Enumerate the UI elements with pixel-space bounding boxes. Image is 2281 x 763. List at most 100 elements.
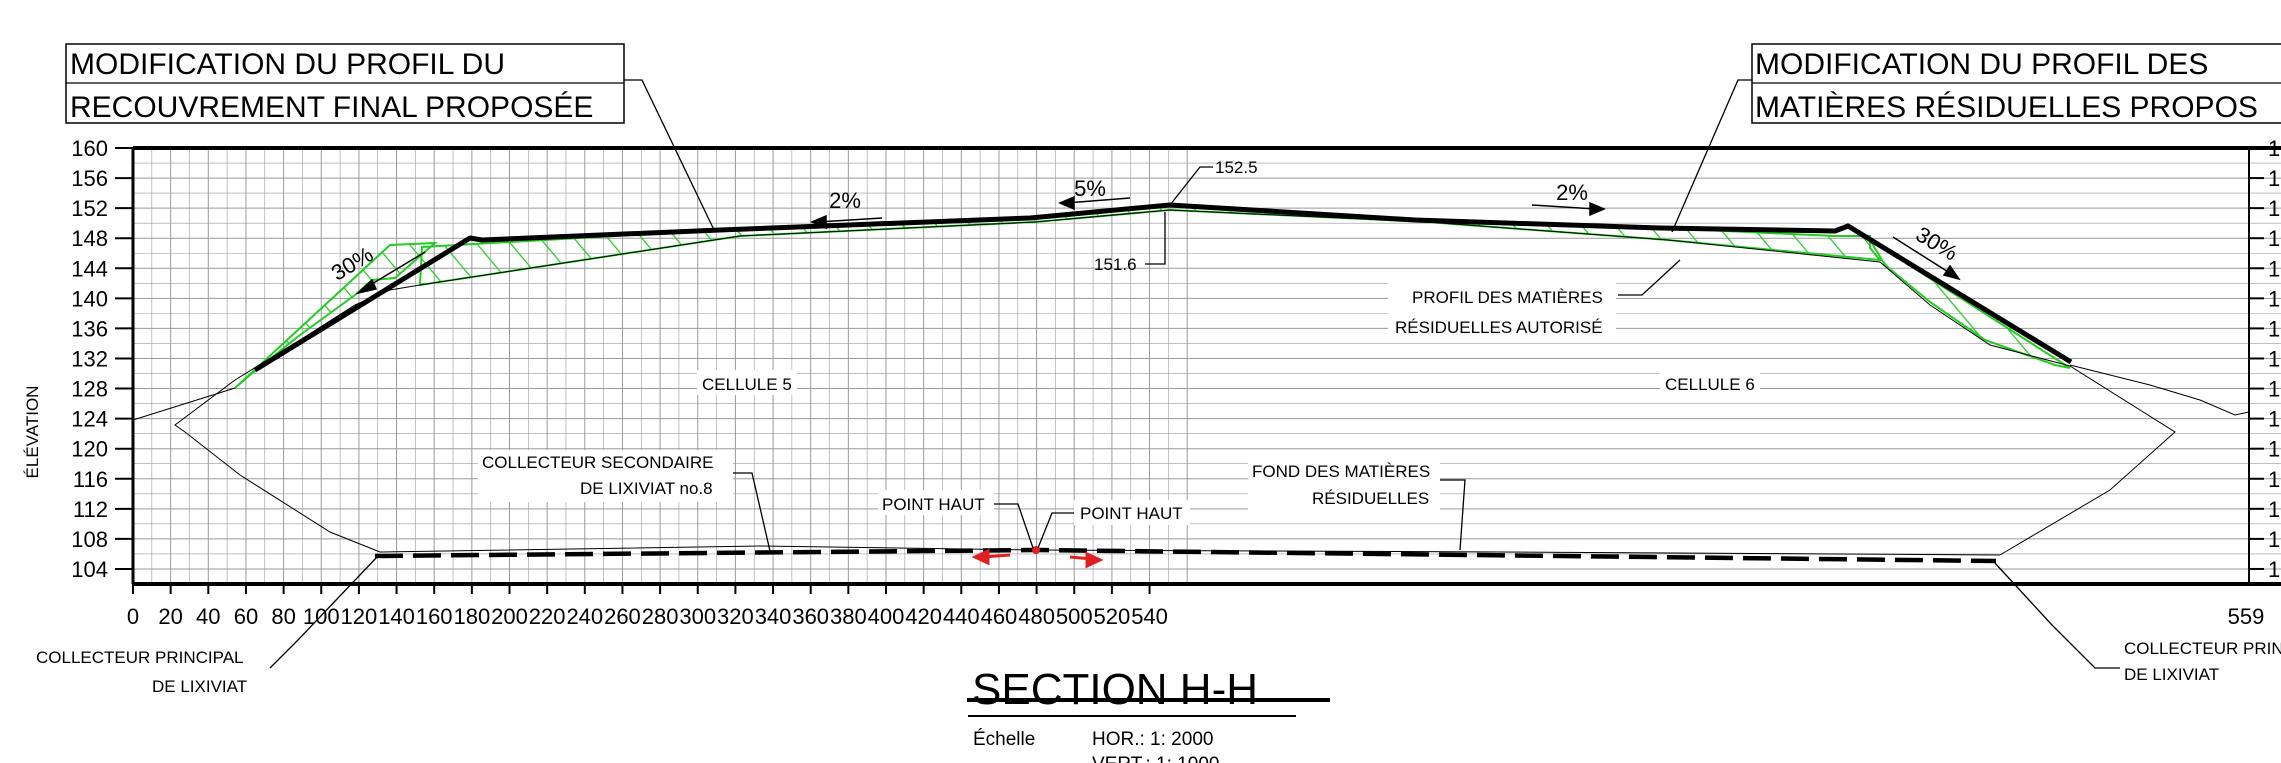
x-tick-label: 420: [905, 604, 942, 629]
x-axis-ticks: 0 20 40 60 80 100 120 140 160 180 200 220 240 260 280 3…: [127, 584, 1168, 629]
proposed-cover-profile: [253, 202, 2073, 373]
x-tick-label: 300: [679, 604, 716, 629]
peak-leader-bottom: [1145, 212, 1166, 265]
y-tick-label: 160: [71, 136, 108, 161]
x-tick-label: 480: [1018, 604, 1055, 629]
x-tick-label: 400: [868, 604, 905, 629]
y-tick-label: 140: [71, 286, 108, 311]
x-tick-label: 540: [1131, 604, 1168, 629]
y-axis-label: ÉLÉVATION: [23, 386, 42, 479]
y-tick-label: 132: [71, 346, 108, 371]
x-tick-label: 200: [491, 604, 528, 629]
y-tick-label: 144: [71, 256, 108, 281]
right-axis-ticks: 1 1 1 1 1 1 1 1 1 1 1 1 1 1 1: [2249, 136, 2280, 582]
x-tick-label: 380: [830, 604, 867, 629]
profil-autorise-leader: [1618, 259, 1681, 296]
ground-line: [132, 387, 236, 421]
y-tick-label: 136: [71, 316, 108, 341]
slope-label-2: 2%: [829, 188, 861, 213]
peak-elevation-bottom: 151.6: [1094, 255, 1137, 274]
x-tick-label: 160: [416, 604, 453, 629]
point-haut-leader-2: [1037, 512, 1074, 549]
left-callout-leader: [624, 79, 716, 233]
x-tick-label: 260: [604, 604, 641, 629]
collecteur-secondaire-leader: [733, 472, 771, 552]
left-callout-line-1: MODIFICATION DU PROFIL DU: [70, 48, 505, 81]
right-tick-label: 1: [2268, 527, 2280, 552]
cell-base-right: [1999, 365, 2176, 556]
x-tick-label: 220: [529, 604, 566, 629]
x-tick-label: 360: [792, 604, 829, 629]
right-tick-label: 1: [2268, 226, 2280, 251]
point-haut-label-2: POINT HAUT: [1080, 504, 1183, 523]
peak-leader-top: [1169, 166, 1213, 206]
collecteur-principal-right-line-1: COLLECTEUR PRIN: [2124, 639, 2281, 658]
peak-elevation-top: 152.5: [1215, 158, 1258, 177]
cell-base-left: [174, 379, 381, 553]
y-tick-label: 156: [71, 166, 108, 191]
cellule-5-label: CELLULE 5: [702, 375, 792, 394]
right-callout-leader: [1671, 79, 1752, 233]
flow-arrows: [971, 548, 1104, 569]
slope-label-4: 2%: [1556, 180, 1588, 205]
x-tick-label: 120: [341, 604, 378, 629]
y-tick-label: 112: [73, 497, 108, 522]
slope-arrows: [355, 195, 1961, 295]
x-tick-label: 280: [642, 604, 679, 629]
grid: [133, 148, 2281, 584]
right-tick-label: 1: [2268, 377, 2280, 402]
x-tick-label: 180: [453, 604, 490, 629]
y-tick-label: 120: [71, 437, 108, 462]
right-tick-label: 1: [2268, 407, 2280, 432]
collecteur-secondaire-line-2: DE LIXIVIAT no.8: [580, 479, 713, 498]
profil-autorise-line-2: RÉSIDUELLES AUTORISÉ: [1395, 318, 1603, 337]
x-tick-label: 40: [196, 604, 220, 629]
collecteur-principal-right-leader: [1993, 561, 2120, 669]
left-callout-line-2: RECOUVREMENT FINAL PROPOSÉE: [70, 91, 593, 124]
x-tick-label: 460: [981, 604, 1018, 629]
x-tick-label: 240: [566, 604, 603, 629]
x-tick-label: 140: [378, 604, 415, 629]
profil-autorise-line-1: PROFIL DES MATIÈRES: [1412, 288, 1603, 307]
collecteur-principal-left-line-2: DE LIXIVIAT: [152, 677, 247, 696]
fond-line-1: FOND DES MATIÈRES: [1252, 462, 1430, 481]
right-tick-label: 1: [2268, 497, 2280, 522]
scale-label: Échelle: [973, 729, 1035, 750]
fond-leader: [1440, 479, 1466, 551]
point-haut-label-1: POINT HAUT: [882, 495, 985, 514]
collecteur-principal-left-leader: [269, 555, 379, 669]
y-tick-label: 128: [71, 377, 108, 402]
y-tick-label: 124: [71, 407, 108, 432]
right-tick-label: 1: [2268, 346, 2280, 371]
right-tick-label: 1: [2268, 437, 2280, 462]
right-tick-label: 1: [2268, 256, 2280, 281]
section-title: SECTION H-H: [972, 665, 1258, 714]
x-tick-label: 0: [127, 604, 139, 629]
cellule-6-label: CELLULE 6: [1665, 375, 1755, 394]
x-tick-label: 500: [1056, 604, 1093, 629]
y-tick-label: 152: [71, 196, 108, 221]
leachate-collector-line: [374, 547, 1997, 564]
scale-vert: VERT.: 1: 1000: [1092, 754, 1219, 763]
x-tick-end: 559: [2228, 604, 2265, 629]
point-haut-leader-1: [994, 503, 1034, 549]
right-tick-label: 1: [2268, 166, 2280, 191]
fond-line-2: RÉSIDUELLES: [1312, 489, 1429, 508]
collecteur-secondaire-line-1: COLLECTEUR SECONDAIRE: [482, 453, 713, 472]
y-tick-label: 148: [71, 226, 108, 251]
collecteur-principal-right-line-2: DE LIXIVIAT: [2124, 665, 2219, 684]
slope-label-5: 30%: [1912, 222, 1963, 266]
right-tick-label: 1: [2268, 136, 2280, 161]
right-tick-label: 1: [2268, 196, 2280, 221]
y-tick-label: 108: [71, 527, 108, 552]
x-tick-label: 320: [717, 604, 754, 629]
right-tick-label: 1: [2268, 286, 2280, 311]
x-tick-label: 340: [755, 604, 792, 629]
ground-line-right: [2069, 364, 2250, 416]
right-tick-label: 1: [2268, 316, 2280, 341]
y-tick-label: 116: [73, 467, 108, 492]
x-tick-label: 440: [943, 604, 980, 629]
collecteur-principal-left-line-1: COLLECTEUR PRINCIPAL: [36, 648, 244, 667]
right-callout-line-1: MODIFICATION DU PROFIL DES: [1755, 48, 2208, 81]
